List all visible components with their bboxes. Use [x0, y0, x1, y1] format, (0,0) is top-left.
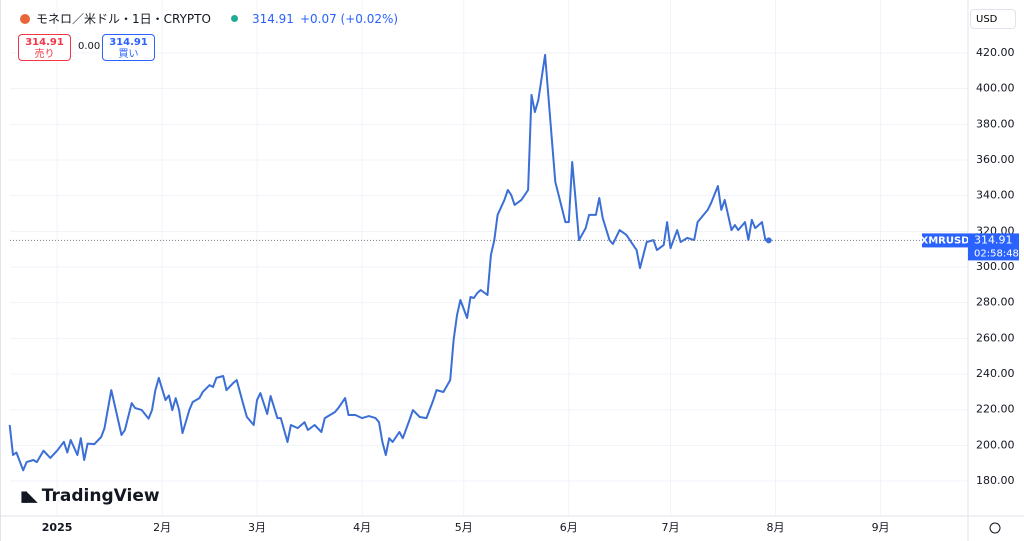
buy-price: 314.91: [109, 37, 148, 48]
x-tick-label: 9月: [872, 521, 890, 534]
price-tag-bg: [968, 233, 1019, 261]
coin-icon: [20, 13, 30, 24]
x-tick-label: 2月: [153, 521, 171, 534]
spread: 0.00: [78, 41, 101, 52]
y-tick-label: 420.00: [976, 46, 1015, 59]
buy-label: 買い: [118, 49, 139, 60]
y-tick-label: 300.00: [976, 260, 1015, 273]
y-tick-label: 280.00: [976, 296, 1015, 309]
y-tick-label: 260.00: [976, 331, 1015, 344]
buy-button[interactable]: 314.91 買い: [102, 34, 155, 61]
brand: ▮◣ TradingView: [20, 486, 160, 506]
last-point: [765, 237, 772, 244]
y-tick-label: 200.00: [976, 438, 1015, 451]
y-tick-label: 220.00: [976, 403, 1015, 416]
symbol-tag-bg: [922, 233, 968, 248]
price-tag: 314.91: [974, 233, 1013, 246]
x-tick-label: 8月: [767, 521, 785, 534]
price-line: [8, 53, 769, 472]
y-tick-label: 240.00: [976, 367, 1015, 380]
symbol-tag: XMRUSD: [921, 235, 970, 246]
sell-button[interactable]: 314.91 売り: [18, 34, 71, 61]
price: 314.91: [251, 11, 294, 26]
y-tick-label: 400.00: [976, 82, 1015, 95]
y-tick-label: 180.00: [976, 474, 1015, 487]
x-tick-label: 4月: [353, 521, 371, 534]
y-tick-label: 340.00: [976, 189, 1015, 202]
x-tick-label: 5月: [455, 521, 473, 534]
y-tick-label: 360.00: [976, 153, 1015, 166]
status-dot: [230, 15, 238, 22]
x-tick-label: 2025: [42, 521, 73, 534]
symbol: モネロ／米ドル・1日・CRYPTO: [36, 12, 211, 26]
currency-selector[interactable]: USD: [970, 9, 1016, 29]
x-tick-label: 7月: [661, 521, 679, 534]
sell-price: 314.91: [25, 37, 64, 48]
y-tick-label: 380.00: [976, 117, 1015, 130]
countdown: 02:58:48: [974, 248, 1019, 259]
brand-logo: ▮◣: [20, 487, 38, 505]
brand-name: TradingView: [41, 486, 160, 506]
x-tick-label: 6月: [560, 521, 578, 534]
settings-icon[interactable]: [989, 522, 1001, 534]
x-tick-label: 3月: [248, 521, 266, 534]
change: +0.07 (+0.02%): [299, 11, 399, 26]
sell-label: 売り: [34, 49, 55, 60]
header: モネロ／米ドル・1日・CRYPTO 314.91 +0.07 (+0.02%): [20, 10, 398, 27]
